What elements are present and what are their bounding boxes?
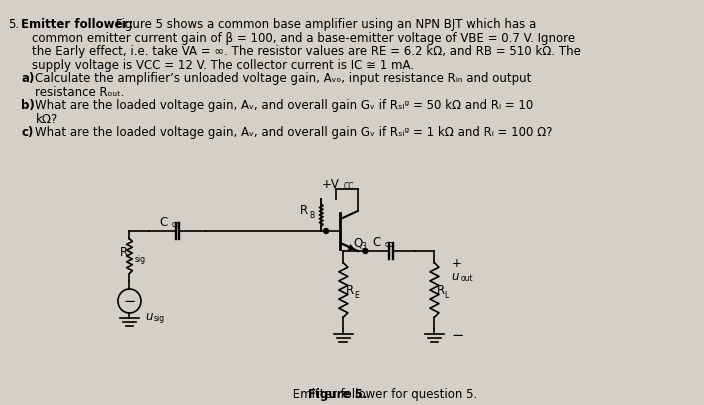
Text: oo: oo [384, 239, 394, 248]
Text: common emitter current gain of β = 100, and a base-emitter voltage of VBE = 0.7 : common emitter current gain of β = 100, … [32, 32, 574, 45]
Text: +: + [452, 256, 462, 269]
Text: CC: CC [344, 181, 354, 190]
Text: −: − [452, 327, 464, 342]
Text: −: − [123, 294, 136, 309]
Text: R: R [437, 284, 446, 297]
Text: +V: +V [322, 177, 340, 190]
Text: Q: Q [353, 237, 362, 249]
Text: sig: sig [153, 313, 165, 322]
Text: 5.: 5. [8, 18, 19, 31]
Text: R: R [346, 284, 354, 297]
Text: sig: sig [134, 254, 146, 263]
Text: supply voltage is VCC = 12 V. The collector current is IC ≅ 1 mA.: supply voltage is VCC = 12 V. The collec… [32, 58, 414, 71]
Text: R: R [300, 204, 308, 217]
Text: c): c) [21, 126, 34, 139]
Text: C: C [159, 215, 167, 228]
Text: R: R [120, 246, 127, 259]
Text: L: L [444, 290, 448, 299]
Circle shape [324, 229, 329, 234]
Text: resistance Rₒᵤₜ.: resistance Rₒᵤₜ. [35, 85, 125, 98]
Text: out: out [460, 273, 473, 282]
Text: Figure 5.: Figure 5. [308, 387, 367, 400]
Text: Emitter follower for question 5.: Emitter follower for question 5. [289, 387, 478, 400]
Text: What are the loaded voltage gain, Aᵥ, and overall gain Gᵥ if Rₛᵢᵍ = 1 kΩ and Rₗ : What are the loaded voltage gain, Aᵥ, an… [35, 126, 553, 139]
Text: b): b) [21, 99, 35, 112]
Text: oo: oo [172, 220, 181, 228]
Text: What are the loaded voltage gain, Aᵥ, and overall gain Gᵥ if Rₛᵢᵍ = 50 kΩ and Rₗ: What are the loaded voltage gain, Aᵥ, an… [35, 99, 534, 112]
Text: B: B [310, 211, 315, 220]
Text: u: u [146, 309, 153, 322]
Text: a): a) [21, 72, 34, 85]
Text: Figure 5 shows a common base amplifier using an NPN BJT which has a: Figure 5 shows a common base amplifier u… [112, 18, 536, 31]
Text: the Early effect, i.e. take VA = ∞. The resistor values are RE = 6.2 kΩ, and RB : the Early effect, i.e. take VA = ∞. The … [32, 45, 581, 58]
Text: kΩ?: kΩ? [35, 112, 58, 125]
Text: Calculate the amplifier’s unloaded voltage gain, Aᵥₒ, input resistance Rᵢₙ and o: Calculate the amplifier’s unloaded volta… [35, 72, 532, 85]
Text: E: E [354, 290, 358, 299]
Text: 3: 3 [362, 241, 366, 250]
Text: u: u [452, 269, 459, 282]
Text: C: C [373, 235, 381, 248]
Text: Emitter follower:: Emitter follower: [21, 18, 133, 31]
Circle shape [363, 249, 367, 254]
